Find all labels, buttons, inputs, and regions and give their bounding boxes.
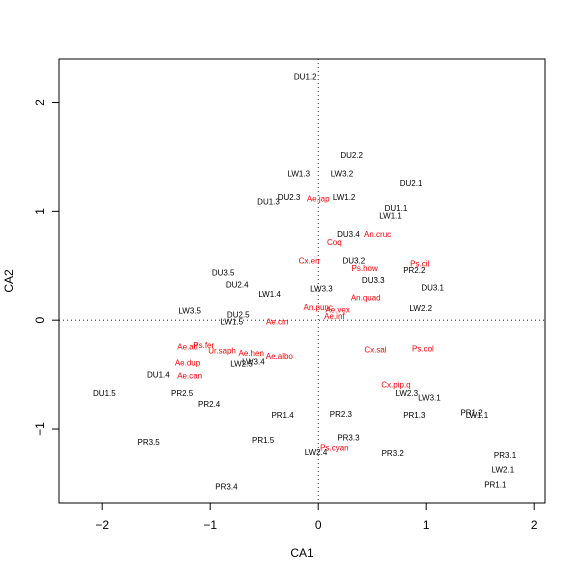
x-tick-label: −1 bbox=[203, 518, 217, 532]
site-label: PR1.1 bbox=[484, 481, 507, 490]
site-label: LW1.1 bbox=[379, 212, 402, 221]
species-label: Cx.pip.q bbox=[381, 380, 410, 389]
y-axis: −1 0 1 2 bbox=[33, 99, 60, 436]
site-label: DU3.2 bbox=[342, 256, 365, 265]
site-label: LW2.5 bbox=[230, 360, 253, 369]
site-label: LW3.2 bbox=[331, 169, 354, 178]
species-label: Ae.can bbox=[177, 372, 202, 381]
y-axis-title: CA2 bbox=[2, 269, 16, 293]
x-tick-label: 0 bbox=[315, 518, 322, 532]
reference-lines bbox=[59, 59, 545, 503]
species-label: Ps.how bbox=[352, 264, 378, 273]
site-label: PR3.1 bbox=[494, 451, 517, 460]
site-label: PR1.3 bbox=[403, 411, 426, 420]
site-label: DU2.4 bbox=[226, 280, 249, 289]
site-label: LW1.1 bbox=[466, 411, 489, 420]
species-label: An.punc bbox=[304, 303, 333, 312]
site-label: PR3.2 bbox=[382, 449, 405, 458]
site-label: DU2.2 bbox=[340, 151, 363, 160]
site-label: PR3.3 bbox=[337, 434, 360, 443]
species-label: Ae.jap bbox=[307, 194, 330, 203]
site-label: LW3.3 bbox=[310, 285, 333, 294]
x-axis-title: CA1 bbox=[290, 546, 314, 560]
site-label: PR3.4 bbox=[215, 483, 238, 492]
y-tick-label: 0 bbox=[33, 317, 47, 324]
site-label: DU2.3 bbox=[278, 193, 301, 202]
species-label: Ae.dup bbox=[175, 359, 201, 368]
species-label: Ps.cil bbox=[410, 260, 429, 269]
site-label: DU1.3 bbox=[257, 198, 280, 207]
species-label: Ps.cyan bbox=[320, 444, 348, 453]
site-label: LW2.2 bbox=[410, 304, 433, 313]
species-label: Ae.albo bbox=[266, 352, 294, 361]
site-label: DU3.3 bbox=[362, 276, 385, 285]
site-label: PR3.5 bbox=[138, 438, 161, 447]
site-label: PR1.2 bbox=[460, 409, 483, 418]
site-label: PR2.4 bbox=[198, 400, 221, 409]
site-label: LW2.3 bbox=[395, 389, 418, 398]
site-label: PR2.5 bbox=[171, 389, 194, 398]
species-label: Ae.atl bbox=[177, 342, 198, 351]
species-label: Ae.cin bbox=[266, 317, 288, 326]
species-label: Coq bbox=[327, 238, 342, 247]
site-label: PR2.3 bbox=[330, 410, 353, 419]
site-label: LW3.4 bbox=[242, 358, 265, 367]
site-label: DU1.1 bbox=[385, 204, 408, 213]
y-tick-label: 2 bbox=[33, 99, 47, 106]
species-label: An.cruc bbox=[364, 230, 391, 239]
site-label: LW1.4 bbox=[258, 290, 281, 299]
site-label: LW2.4 bbox=[305, 448, 328, 457]
species-label: Cx.err bbox=[299, 256, 321, 265]
y-tick-label: 1 bbox=[33, 208, 47, 215]
x-axis: −2 −1 0 1 2 bbox=[95, 502, 538, 532]
x-tick-label: 1 bbox=[423, 518, 430, 532]
y-tick-label: −1 bbox=[33, 422, 47, 436]
species-label: Ur.saph bbox=[208, 347, 236, 356]
x-tick-label: 2 bbox=[531, 518, 538, 532]
site-label: DU1.2 bbox=[294, 72, 317, 81]
site-label: DU2.1 bbox=[400, 179, 423, 188]
site-label: LW3.5 bbox=[178, 306, 201, 315]
site-label: PR1.5 bbox=[252, 436, 275, 445]
species-label: Ps.fer bbox=[193, 341, 214, 350]
site-label: LW3.1 bbox=[418, 393, 441, 402]
site-label: LW1.3 bbox=[287, 169, 310, 178]
site-label: PR1.4 bbox=[271, 411, 294, 420]
species-label: Ae.vex bbox=[325, 305, 349, 314]
species-label: Ps.col bbox=[412, 344, 434, 353]
site-label: DU1.5 bbox=[93, 389, 116, 398]
site-label: LW2.1 bbox=[492, 465, 515, 474]
site-label: DU3.4 bbox=[337, 230, 360, 239]
site-label: LW1.5 bbox=[221, 317, 244, 326]
site-label: DU1.4 bbox=[147, 371, 170, 380]
species-label: Ae.hen bbox=[239, 349, 264, 358]
site-label: DU3.1 bbox=[421, 284, 444, 293]
species-label: An.quad bbox=[351, 293, 381, 302]
species-label: Cx.sal bbox=[364, 346, 386, 355]
site-label: PR2.2 bbox=[403, 266, 426, 275]
site-label: DU3.5 bbox=[212, 268, 235, 277]
x-tick-label: −2 bbox=[95, 518, 109, 532]
site-label: DU2.5 bbox=[227, 311, 250, 320]
site-label: LW1.2 bbox=[333, 193, 356, 202]
species-label: Ae.inf bbox=[324, 312, 345, 321]
